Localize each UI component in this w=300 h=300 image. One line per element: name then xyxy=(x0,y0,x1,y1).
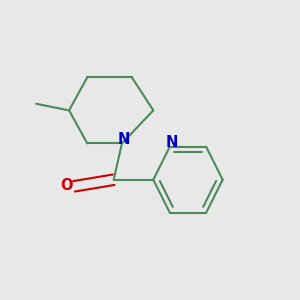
Text: O: O xyxy=(61,178,73,193)
Text: N: N xyxy=(117,132,130,147)
Text: N: N xyxy=(165,135,178,150)
